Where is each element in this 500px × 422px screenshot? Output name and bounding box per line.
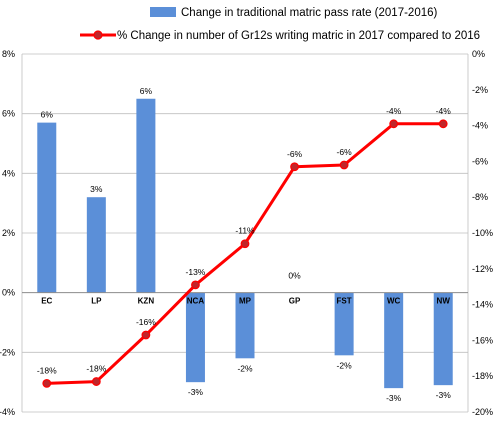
bar-data-label: -3%	[436, 390, 452, 400]
legend-bar-label: Change in traditional matric pass rate (…	[181, 7, 438, 19]
line-data-label: -13%	[186, 267, 206, 277]
line-point	[191, 280, 200, 290]
category-label: LP	[91, 297, 102, 306]
category-labels: EC LP KZN NCA MP GP FST WC NW	[41, 297, 450, 306]
right-tick-label: 0%	[472, 49, 485, 59]
right-tick-label: -2%	[472, 85, 488, 95]
line-data-label: -18%	[86, 364, 106, 374]
bar-data-labels: 6% 3% 6% -3% -2% 0% -2% -3% -3%	[41, 86, 452, 403]
left-tick-label: -2%	[0, 347, 15, 357]
legend-bar-swatch	[150, 7, 176, 17]
category-label: MP	[239, 297, 252, 306]
bar-data-label: -2%	[337, 360, 353, 370]
bar-data-label: 0%	[288, 271, 301, 281]
line-data-label: -16%	[136, 317, 156, 327]
bar-data-label: 6%	[140, 86, 153, 96]
left-axis-ticks: -4% -2% 0% 2% 4% 6% 8%	[0, 49, 15, 417]
bar-data-label: 3%	[90, 184, 103, 194]
bar	[384, 292, 404, 389]
line-point	[240, 239, 250, 249]
line-point	[141, 330, 151, 340]
bar	[334, 292, 354, 356]
category-label: FST	[337, 297, 352, 306]
right-tick-label: -16%	[472, 335, 493, 345]
right-tick-label: -12%	[472, 264, 493, 274]
line-data-label: -18%	[37, 365, 57, 375]
category-label: GP	[289, 297, 301, 306]
line-data-label: -6%	[287, 149, 303, 159]
left-tick-label: 6%	[2, 109, 15, 119]
bar-data-label: -3%	[386, 393, 402, 403]
bar	[185, 292, 205, 383]
bar-data-label: -2%	[237, 363, 253, 373]
category-label: NW	[437, 297, 451, 306]
bar	[136, 98, 156, 293]
line-point	[389, 119, 399, 129]
line-point	[290, 162, 299, 172]
right-tick-label: -8%	[472, 192, 488, 202]
line-data-label: -4%	[386, 106, 402, 116]
right-tick-label: -14%	[472, 300, 493, 310]
legend-line-label: % Change in number of Gr12s writing matr…	[117, 30, 480, 42]
line-point	[91, 377, 101, 386]
bar-data-label: 6%	[41, 110, 54, 120]
left-tick-label: 4%	[2, 168, 15, 178]
line-point	[42, 378, 52, 388]
bar	[433, 292, 453, 386]
line-series	[42, 119, 448, 388]
category-label: WC	[387, 297, 401, 306]
bar	[235, 292, 255, 359]
category-label: KZN	[138, 297, 155, 306]
line-data-labels: -18% -18% -16% -13% -11% -6% -6% -4% -4%	[37, 106, 451, 376]
category-label: EC	[41, 297, 52, 306]
bar	[86, 197, 106, 293]
right-tick-label: -10%	[472, 228, 493, 238]
left-tick-label: 0%	[2, 288, 15, 298]
right-tick-label: -18%	[472, 371, 493, 381]
right-tick-label: -6%	[472, 156, 488, 166]
right-axis-ticks: -20% -18% -16% -14% -12% -10% -8% -6% -4% -2% 0%	[472, 49, 493, 417]
left-tick-label: 2%	[2, 228, 15, 238]
category-label: NCA	[187, 297, 205, 306]
left-tick-label: -4%	[0, 407, 15, 417]
line-data-label: -11%	[235, 226, 255, 236]
bar	[37, 122, 57, 293]
right-tick-label: -20%	[472, 407, 493, 417]
line-data-label: -4%	[436, 106, 452, 116]
legend: Change in traditional matric pass rate (…	[80, 7, 480, 42]
line-point	[339, 160, 349, 170]
line-data-label: -6%	[337, 147, 353, 157]
left-tick-label: 8%	[2, 49, 15, 59]
bar-series	[37, 98, 453, 389]
line-point	[438, 119, 448, 129]
legend-line-marker	[93, 30, 103, 40]
bar-data-label: -3%	[188, 387, 204, 397]
right-tick-label: -4%	[472, 121, 488, 131]
